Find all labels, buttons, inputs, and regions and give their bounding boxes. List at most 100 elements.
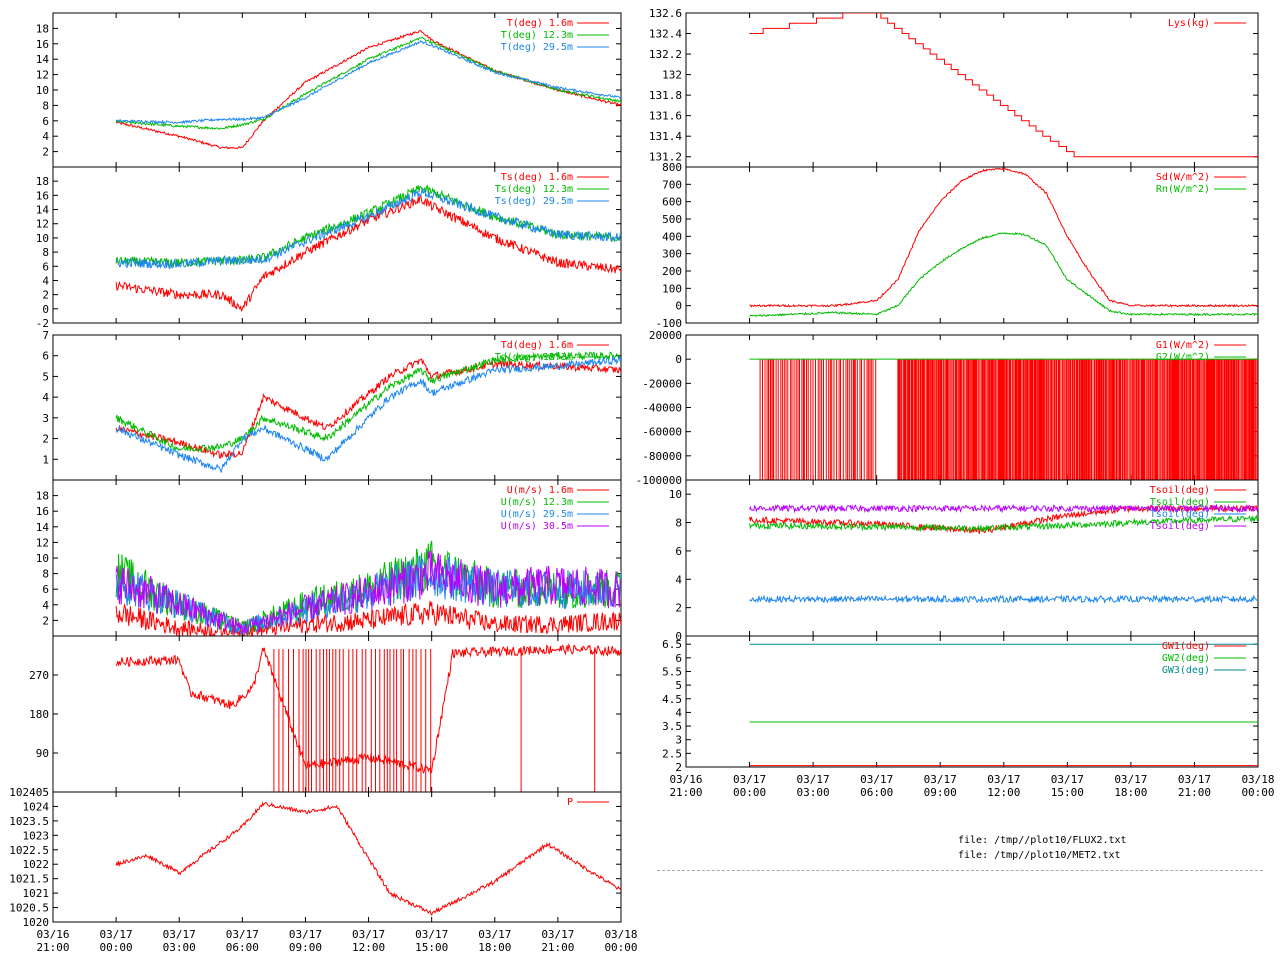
y-tick-label: 700 <box>662 178 682 191</box>
x-tick-date: 03/17 <box>924 773 957 786</box>
series-surface-temperature-0 <box>115 194 621 312</box>
series-soil-temperature-2 <box>749 594 1258 604</box>
y-tick-label: 102405 <box>9 786 49 799</box>
legend-label: T(deg) 12.3m <box>501 30 573 41</box>
y-tick-label: 600 <box>662 196 682 209</box>
plot-area <box>115 184 621 312</box>
x-tick-date: 03/17 <box>1051 773 1084 786</box>
y-tick-label: 200 <box>662 265 682 278</box>
y-tick-label: 16 <box>36 505 49 518</box>
y-tick-label: 4 <box>42 130 49 143</box>
plot-area <box>115 351 621 473</box>
series-air-temperature-2 <box>115 39 621 125</box>
legend-label: Td(deg) 12.3m <box>495 352 573 363</box>
file-label-met: file: /tmp//plot10/MET2.txt <box>958 850 1121 861</box>
y-tick-label: -60000 <box>642 426 682 439</box>
x-tick-time: 06:00 <box>860 786 893 799</box>
y-tick-label: 131.2 <box>649 151 682 164</box>
legend-label: GW2(deg) <box>1162 653 1210 664</box>
series-soil-heat-flux-0 <box>759 359 1258 480</box>
y-tick-label: 4 <box>42 599 49 612</box>
legend-label: Ts(deg) 12.3m <box>495 184 573 195</box>
file-label-flux: file: /tmp//plot10/FLUX2.txt <box>958 835 1127 846</box>
x-tick-date: 03/18 <box>604 928 637 941</box>
y-tick-label: 4 <box>675 706 682 719</box>
y-tick-label: 2.5 <box>662 747 682 760</box>
y-tick-label: 14 <box>36 53 50 66</box>
y-tick-label: 4.5 <box>662 693 682 706</box>
plot-area <box>115 642 621 792</box>
y-tick-label: -40000 <box>642 402 682 415</box>
legend-label: GW3(deg) <box>1162 665 1210 676</box>
legend-label: Tsoil(deg) <box>1150 521 1210 532</box>
y-tick-label: 300 <box>662 248 682 261</box>
plot-frame <box>685 635 1259 768</box>
x-tick-date: 03/17 <box>1178 773 1211 786</box>
y-tick-label: 10 <box>36 84 49 97</box>
x-tick-date: 03/17 <box>541 928 574 941</box>
series-lysimeter-0 <box>749 13 1258 158</box>
x-tick-time: 00:00 <box>100 941 133 954</box>
y-tick-label: 12 <box>36 218 49 231</box>
x-tick-date: 03/17 <box>226 928 259 941</box>
legend-label: Ts(deg) 29.5m <box>495 196 573 207</box>
x-tick-date: 03/16 <box>36 928 69 941</box>
plot-area <box>749 643 1258 767</box>
y-tick-label: 1023.5 <box>9 815 49 828</box>
x-tick-date: 03/17 <box>1114 773 1147 786</box>
x-tick-time: 15:00 <box>1051 786 1084 799</box>
y-tick-label: 8 <box>675 517 682 530</box>
y-tick-label: 131.6 <box>649 110 682 123</box>
y-tick-label: -2 <box>36 317 49 330</box>
y-tick-label: 18 <box>36 22 49 35</box>
y-tick-label: 3 <box>42 412 49 425</box>
y-tick-label: 270 <box>29 669 49 682</box>
y-tick-label: 1020.5 <box>9 902 49 915</box>
series-wind-direction-0 <box>115 642 621 776</box>
plot-frame <box>685 12 1259 168</box>
legend-label: Lys(kg) <box>1168 18 1210 29</box>
y-tick-label: 2 <box>675 602 682 615</box>
y-tick-label: 1021.5 <box>9 873 49 886</box>
plot-frame <box>52 166 622 324</box>
series-radiation-1 <box>749 231 1258 318</box>
y-tick-label: 131.8 <box>649 89 682 102</box>
x-tick-time: 00:00 <box>733 786 766 799</box>
y-tick-label: 800 <box>662 161 682 174</box>
y-tick-label: 2 <box>42 289 49 302</box>
series-soil-temperature-1 <box>749 514 1258 533</box>
y-tick-label: 14 <box>36 204 50 217</box>
y-tick-label: 4 <box>42 391 49 404</box>
y-tick-label: 500 <box>662 213 682 226</box>
y-tick-label: 8 <box>42 99 49 112</box>
time-axis-right: 03/1621:0003/1700:0003/1703:0003/1706:00… <box>669 773 1274 799</box>
y-tick-label: 4 <box>42 274 49 287</box>
y-tick-label: 6 <box>675 545 682 558</box>
y-tick-label: 6 <box>42 260 49 273</box>
y-tick-label: 6.5 <box>662 638 682 651</box>
panel-air-temperature: 2 4 6 8 10 12 14 16 18 T(deg) 1.6mT(deg) 12.3mT(d… <box>36 12 622 168</box>
y-tick-label: 100 <box>662 282 682 295</box>
y-tick-label: 5.5 <box>662 665 682 678</box>
x-tick-time: 15:00 <box>415 941 448 954</box>
y-tick-label: 2 <box>675 761 682 774</box>
y-tick-label: 2 <box>42 146 49 159</box>
x-tick-date: 03/16 <box>669 773 702 786</box>
panel-lysimeter: 131.2 131.4 131.6 131.8 132 132.2 132.4 132.6 Ly… <box>649 7 1259 168</box>
x-tick-time: 21:00 <box>541 941 574 954</box>
y-tick-label: -80000 <box>642 450 682 463</box>
y-tick-label: 132.6 <box>649 7 682 20</box>
x-tick-date: 03/17 <box>415 928 448 941</box>
series-air-temperature-1 <box>115 36 621 130</box>
series-soil-temperature-0 <box>749 504 1258 535</box>
y-tick-label: 16 <box>36 189 49 202</box>
x-tick-date: 03/17 <box>987 773 1020 786</box>
y-tick-label: 10 <box>669 488 682 501</box>
x-tick-date: 03/17 <box>478 928 511 941</box>
legend-label: GW1(deg) <box>1162 641 1210 652</box>
y-tick-label: 132 <box>662 69 682 82</box>
panel-soil-heat-flux: -100000 -80000 -60000 -40000 -20000 0 20000 G1(… <box>636 329 1259 487</box>
